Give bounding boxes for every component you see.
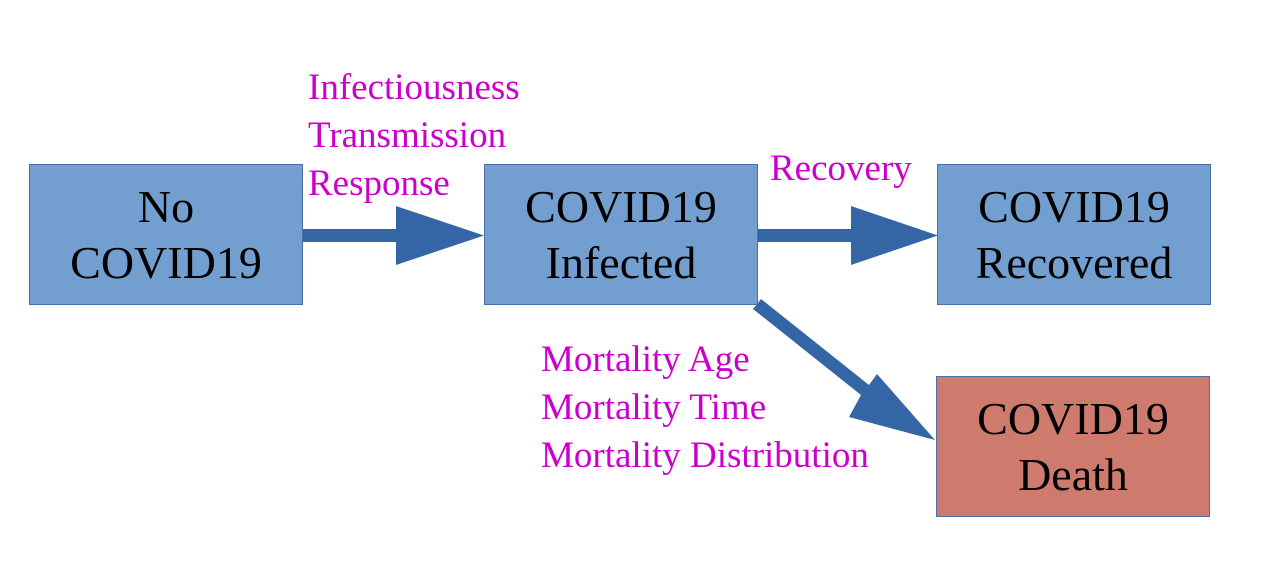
edge-label-infectiousness: Infectiousness — [308, 67, 520, 108]
node-infected-line2: Infected — [545, 236, 697, 288]
arrow-infected-to-death — [753, 299, 935, 440]
node-no-covid: No COVID19 — [29, 164, 303, 305]
node-death-line1: COVID19 — [977, 392, 1169, 444]
edge-label-mortality-time: Mortality Time — [541, 387, 767, 428]
edge-label-recovery-group: Recovery — [770, 145, 912, 193]
edge-label-mortality-age: Mortality Age — [541, 339, 750, 380]
node-recovered: COVID19 Recovered — [937, 164, 1211, 305]
node-recovered-line1: COVID19 — [978, 180, 1170, 232]
node-death: COVID19 Death — [936, 376, 1210, 517]
node-no-covid-line1: No — [137, 180, 195, 232]
node-death-line2: Death — [1018, 448, 1128, 500]
node-recovered-line2: Recovered — [975, 236, 1173, 288]
arrow-no-covid-to-infected — [302, 206, 484, 265]
edge-label-mortality-distribution: Mortality Distribution — [541, 435, 869, 476]
edge-label-response: Response — [308, 163, 450, 204]
arrow-infected-to-recovered — [757, 206, 938, 265]
node-infected-line1: COVID19 — [525, 180, 717, 232]
node-no-covid-line2: COVID19 — [70, 236, 262, 288]
node-infected: COVID19 Infected — [484, 164, 758, 305]
edge-label-infection: Infectiousness Transmission Response — [308, 64, 520, 208]
edge-label-mortality: Mortality Age Mortality Time Mortality D… — [541, 336, 869, 480]
edge-label-transmission: Transmission — [308, 115, 507, 156]
edge-label-recovery: Recovery — [770, 148, 912, 189]
